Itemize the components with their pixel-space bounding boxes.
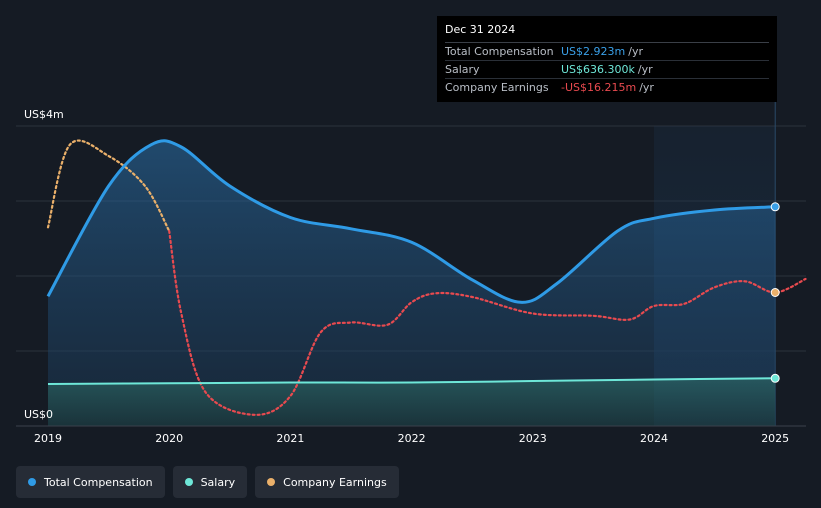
tooltip-panel: Dec 31 2024 Total Compensation US$2.923m… <box>437 16 777 102</box>
x-tick-label: 2024 <box>640 432 668 445</box>
y-tick-label: US$4m <box>24 108 64 121</box>
x-tick-label: 2022 <box>398 432 426 445</box>
x-tick-label: 2025 <box>761 432 789 445</box>
axes: US$4m US$0 2019 2020 2021 2022 2023 2024 2025 <box>16 108 806 445</box>
legend-label: Salary <box>200 475 236 489</box>
legend-dot-icon <box>184 478 193 486</box>
tooltip-row-total-compensation: Total Compensation US$2.923m /yr <box>445 43 769 61</box>
legend-dot-icon <box>28 478 36 486</box>
x-tick-label: 2021 <box>276 432 304 445</box>
tooltip-unit: /yr <box>637 63 653 76</box>
total-compensation-line <box>46 139 776 304</box>
tooltip-value: US$2.923m <box>561 45 626 58</box>
tooltip-date: Dec 31 2024 <box>445 23 769 43</box>
salary-area <box>48 378 776 426</box>
x-tick-label: 2023 <box>519 432 547 445</box>
end-markers <box>770 202 780 383</box>
y-tick-label: US$0 <box>24 408 53 421</box>
tooltip-row-salary: Salary US$636.300k /yr <box>445 61 769 79</box>
company-earnings-line <box>168 229 807 416</box>
total-compensation-marker <box>770 202 780 212</box>
tooltip-label: Total Compensation <box>445 45 554 58</box>
tooltip-unit: /yr <box>639 81 654 94</box>
legend-total-compensation[interactable]: Total Compensation <box>16 466 165 498</box>
salary-line <box>47 377 776 385</box>
x-tick-label: 2020 <box>155 432 183 445</box>
legend-company-earnings[interactable]: Company Earnings <box>255 466 399 498</box>
company-earnings-line <box>46 139 171 233</box>
salary-marker <box>770 373 780 383</box>
x-tick-label: 2019 <box>34 432 62 445</box>
company-earnings-marker <box>770 288 780 297</box>
legend-label: Company Earnings <box>283 475 387 489</box>
legend-dot-icon <box>267 478 276 486</box>
chart-legend: Total Compensation Salary Company Earnin… <box>16 466 399 498</box>
tooltip-label: Company Earnings <box>445 81 549 94</box>
tooltip-value: US$636.300k <box>561 63 635 76</box>
tooltip-label: Salary <box>445 63 480 76</box>
legend-salary[interactable]: Salary <box>172 466 248 498</box>
tooltip-unit: /yr <box>628 45 643 58</box>
series-lines <box>46 139 807 416</box>
total-compensation-area <box>48 140 776 427</box>
legend-label: Total Compensation <box>44 475 153 489</box>
tooltip-row-company-earnings: Company Earnings -US$16.215m /yr <box>445 79 769 96</box>
tooltip-value: -US$16.215m <box>561 81 637 94</box>
series-areas <box>48 140 776 427</box>
